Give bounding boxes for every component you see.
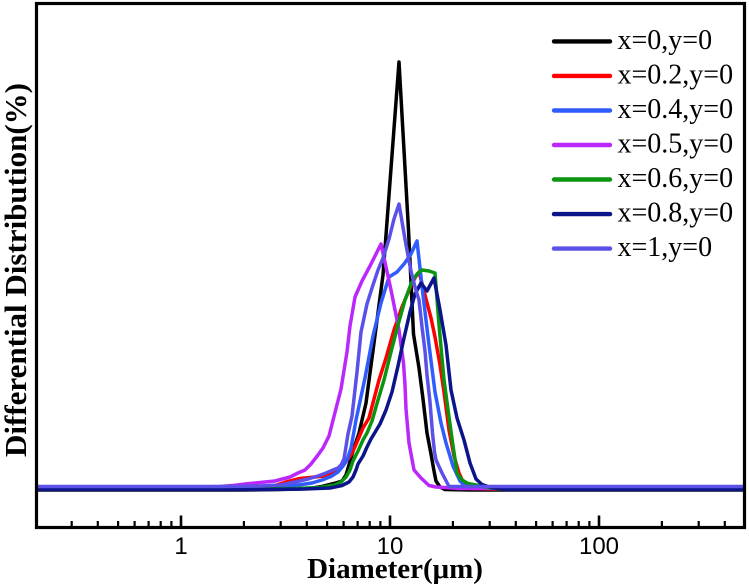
svg-text:x=0.5,y=0: x=0.5,y=0 <box>618 129 734 160</box>
svg-text:100: 100 <box>579 533 619 560</box>
svg-text:x=0,y=0: x=0,y=0 <box>618 25 713 56</box>
svg-text:x=0.6,y=0: x=0.6,y=0 <box>618 163 734 194</box>
svg-text:x=0.2,y=0: x=0.2,y=0 <box>618 60 734 91</box>
svg-text:1: 1 <box>174 533 187 560</box>
svg-text:Differential Distribution(%): Differential Distribution(%) <box>0 83 33 457</box>
svg-text:Diameter(μm): Diameter(μm) <box>307 553 483 585</box>
svg-text:x=0.4,y=0: x=0.4,y=0 <box>618 94 734 125</box>
svg-text:x=1,y=0: x=1,y=0 <box>618 232 713 263</box>
svg-text:10: 10 <box>377 533 404 560</box>
svg-text:x=0.8,y=0: x=0.8,y=0 <box>618 198 734 229</box>
